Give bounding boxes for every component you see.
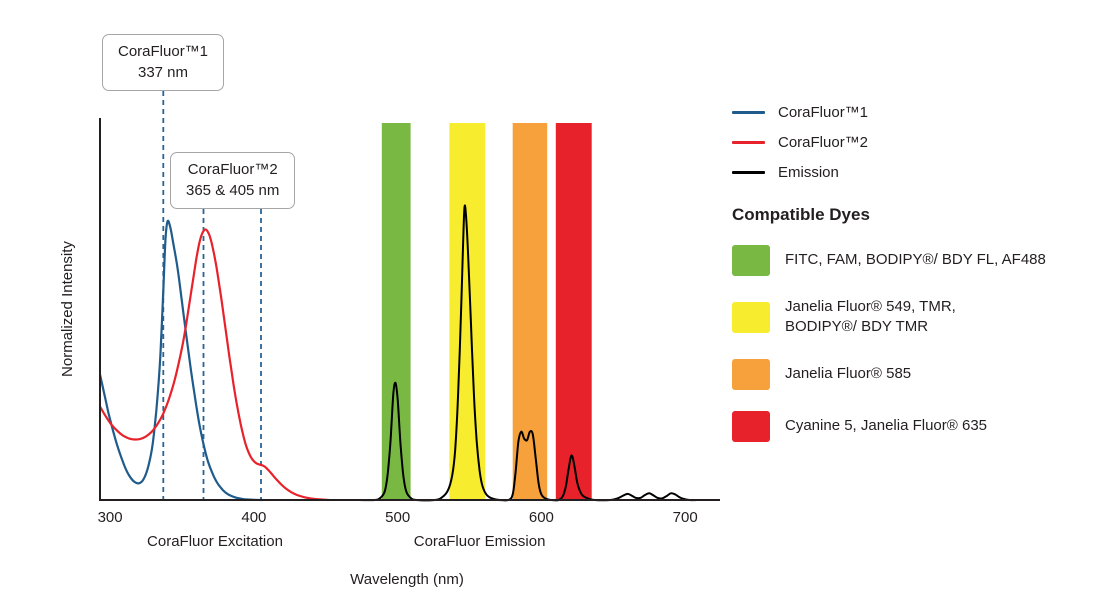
x-tick-label: 400	[241, 509, 266, 526]
dye-swatch-orange	[732, 358, 770, 390]
callout-corafluor1-title: CoraFluor™1	[118, 43, 209, 60]
x-tick-label: 300	[98, 509, 123, 526]
x-tick-label: 600	[529, 509, 554, 526]
callout-corafluor1: CoraFluor™1 337 nm	[102, 34, 225, 91]
x-tick-label: 500	[385, 509, 410, 526]
chart-axes	[99, 118, 720, 501]
legend-item-corafluor1: CoraFluor™1	[732, 102, 1110, 123]
dye-label-jf549: Janelia Fluor® 549, TMR, BODIPY®/ BDY TM…	[785, 298, 956, 336]
dye-swatch-red	[732, 410, 770, 442]
legend-label-corafluor2: CoraFluor™2	[778, 134, 869, 151]
legend-item-emission: Emission	[732, 162, 1110, 183]
dye-swatch-yellow	[732, 301, 770, 333]
legend-line-swatch-blue	[732, 111, 765, 114]
dye-item-jf585: Janelia Fluor® 585	[732, 358, 1110, 390]
dye-label-cy5: Cyanine 5, Janelia Fluor® 635	[785, 416, 988, 434]
legend-label-corafluor1: CoraFluor™1	[778, 104, 869, 121]
x-axis-label: Wavelength (nm)	[350, 571, 464, 588]
band-cy5	[555, 123, 592, 500]
dye-swatch-green	[732, 245, 770, 276]
x-tick-label: 700	[673, 509, 698, 526]
dye-label-fitc: FITC, FAM, BODIPY®/ BDY FL, AF488	[785, 251, 1046, 269]
spectra-chart: 300 400 500 600 700 CoraFluor Excitation CoraF…	[59, 91, 720, 588]
y-axis-label: Normalized Intensity	[59, 241, 76, 377]
dye-label-jf585: Janelia Fluor® 585	[785, 364, 912, 382]
legend-line-swatch-black	[732, 171, 765, 174]
corafluor1-excitation-curve	[98, 219, 263, 502]
dye-item-cy5: Cyanine 5, Janelia Fluor® 635	[732, 410, 1110, 442]
legend-line-swatch-red	[732, 141, 765, 144]
corafluor2-excitation-curve	[99, 228, 329, 502]
axis-region-caption: CoraFluor Emission	[414, 533, 546, 550]
side-panel: CoraFluor™1 CoraFluor™2 Emission Compati…	[732, 102, 1110, 463]
callout-corafluor2: CoraFluor™2 365 & 405 nm	[170, 152, 296, 209]
callout-corafluor1-value: 337 nm	[137, 64, 189, 82]
callout-corafluor2-title: CoraFluor™2	[187, 161, 278, 178]
legend-label-emission: Emission	[778, 164, 839, 181]
compatible-dyes-heading: Compatible Dyes	[732, 205, 870, 224]
callout-corafluor2-value: 365 & 405 nm	[186, 182, 280, 200]
band-fitc	[381, 123, 411, 500]
chart-legend: CoraFluor™1 CoraFluor™2 Emission	[732, 102, 1110, 183]
axis-region-caption: CoraFluor Excitation	[147, 533, 283, 550]
legend-item-corafluor2: CoraFluor™2	[732, 132, 1110, 153]
dye-item-jf549: Janelia Fluor® 549, TMR, BODIPY®/ BDY TM…	[732, 297, 1110, 338]
dye-item-fitc: FITC, FAM, BODIPY®/ BDY FL, AF488	[732, 245, 1110, 276]
